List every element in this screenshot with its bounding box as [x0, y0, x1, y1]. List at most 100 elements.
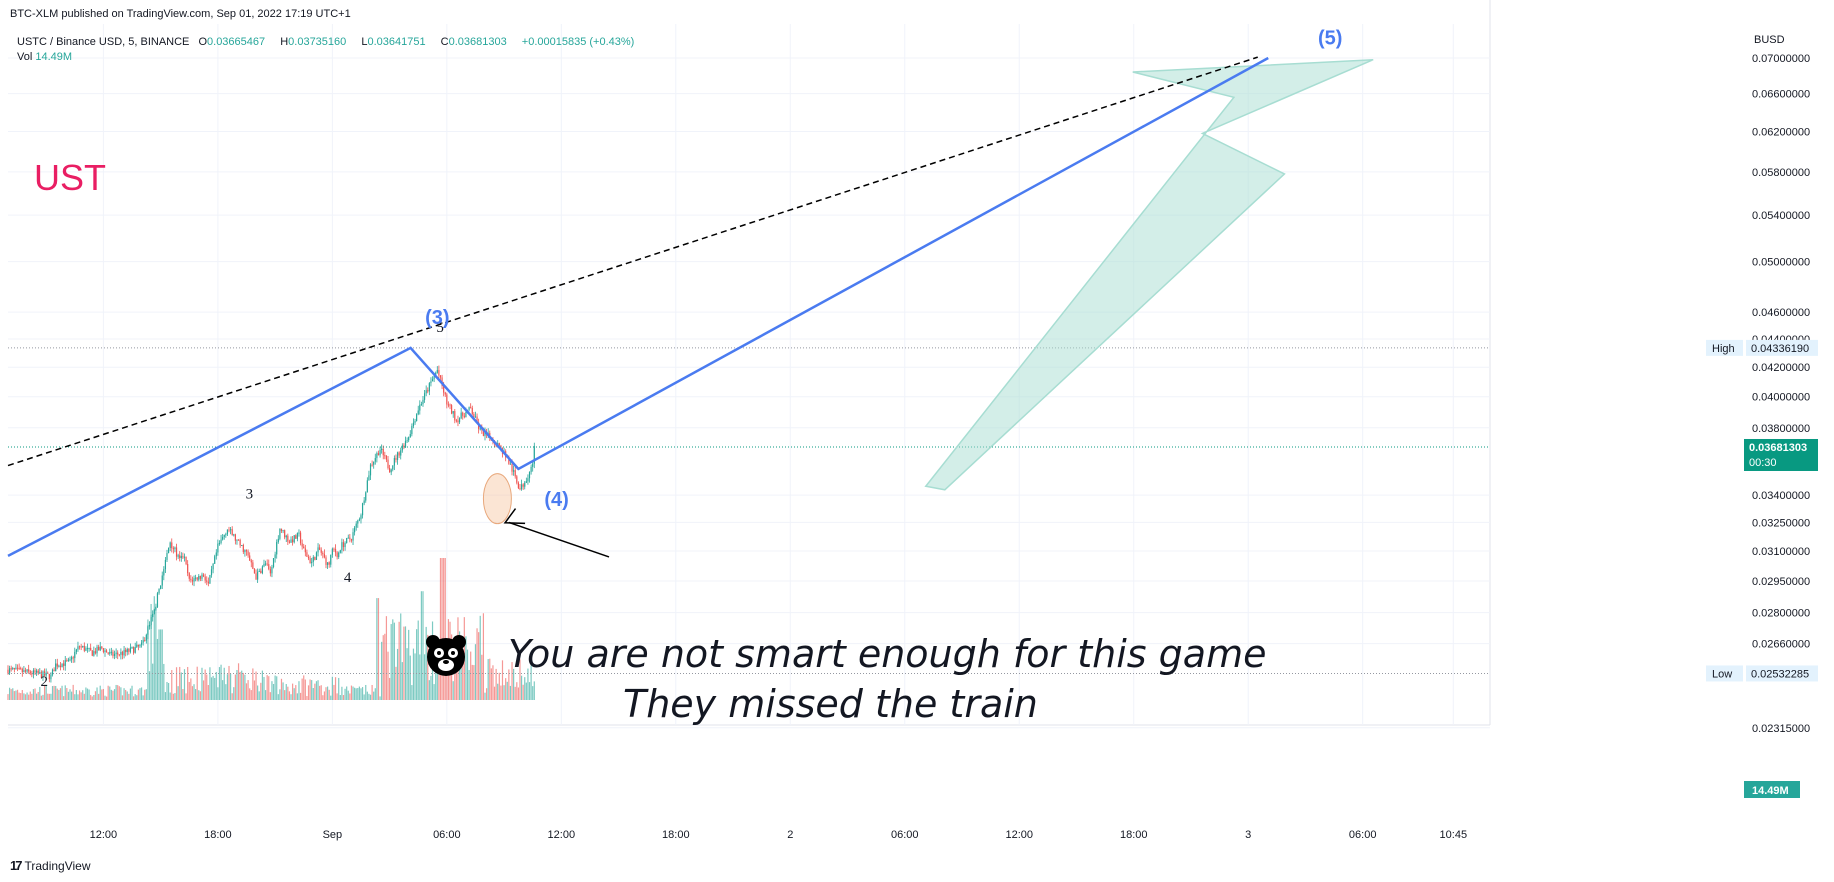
volume-bar	[18, 692, 20, 700]
candle-body	[253, 569, 256, 574]
candle-body	[282, 530, 284, 532]
candle-body	[338, 552, 340, 558]
volume-bar	[374, 688, 376, 700]
volume-bar	[64, 685, 66, 700]
volume-bar	[501, 660, 504, 700]
volume-bar	[525, 682, 527, 700]
candle-body	[393, 458, 395, 466]
candle-body	[530, 466, 532, 472]
candle-body	[268, 564, 270, 570]
volume-bar	[505, 678, 507, 700]
candle-body	[306, 552, 308, 557]
volume-bar	[379, 696, 381, 700]
volume-bar	[139, 688, 141, 700]
volume-bar	[209, 667, 211, 700]
volume-bar	[481, 654, 483, 700]
candle-body	[152, 613, 154, 618]
candle-body	[369, 464, 372, 476]
volume-bar	[533, 681, 535, 700]
volume-bar	[175, 667, 178, 700]
volume-bar	[487, 659, 489, 700]
candle-body	[117, 652, 119, 655]
volume-bar	[90, 694, 92, 700]
candle-body	[319, 547, 321, 550]
wave-label: (3)	[425, 307, 449, 329]
volume-bar	[63, 696, 65, 700]
candle-body	[102, 648, 104, 653]
candle-body	[110, 651, 112, 653]
volume-bar	[241, 670, 243, 700]
time-tick: 18:00	[204, 829, 232, 841]
currency-label: BUSD	[1754, 34, 1785, 46]
candle-body	[355, 523, 357, 528]
candle-body	[104, 650, 106, 653]
volume-bar	[128, 693, 130, 700]
candle-body	[112, 651, 114, 656]
volume-bar	[260, 682, 262, 700]
candle-body	[53, 669, 55, 672]
volume-bar	[196, 666, 198, 700]
candle-body	[264, 563, 267, 565]
candle-body	[105, 650, 108, 653]
volume-bar	[230, 673, 232, 700]
volume-bar	[255, 671, 257, 700]
candle-body	[187, 564, 189, 574]
candle-body	[20, 668, 22, 670]
candle-body	[366, 480, 368, 493]
volume-bar	[334, 677, 337, 700]
candle-body	[358, 519, 360, 521]
volume-bar	[120, 687, 122, 700]
candle-body	[312, 556, 314, 562]
candle-body	[245, 550, 248, 552]
candle-body	[167, 548, 170, 554]
candle-body	[77, 646, 79, 650]
candle-body	[231, 529, 233, 536]
volume-bar	[53, 685, 55, 700]
volume-bar	[10, 689, 12, 700]
price-tick: 0.05000000	[1752, 257, 1810, 269]
elliott-wave-line	[7, 56, 1269, 558]
candle-body	[482, 429, 485, 436]
candle-body	[24, 670, 27, 672]
candle-body	[401, 445, 403, 451]
price-tick: 0.02315000	[1752, 723, 1810, 735]
volume-bar	[319, 685, 321, 700]
candle-body	[56, 663, 58, 667]
candle-body	[514, 470, 516, 477]
volume-bar	[48, 693, 50, 700]
volume-bar	[164, 692, 167, 700]
volume-bar	[293, 688, 295, 700]
time-tick: 12:00	[90, 829, 118, 841]
candle-body	[446, 394, 448, 405]
volume-bar	[236, 670, 238, 700]
candle-body	[198, 575, 200, 580]
volume-bar	[404, 626, 407, 700]
symbol-legend[interactable]: USTC / Binance USD, 5, BINANCE O0.036654…	[17, 36, 640, 48]
tradingview-footer[interactable]: 17 TradingView	[10, 858, 91, 873]
volume-bar	[392, 619, 394, 700]
volume-legend[interactable]: Vol 14.49M	[17, 51, 72, 63]
candle-body	[18, 667, 20, 669]
candle-body	[341, 542, 343, 551]
volume-bar	[117, 685, 119, 700]
candle-body	[425, 390, 427, 394]
candle-body	[317, 547, 319, 553]
volume-bar	[430, 675, 432, 700]
wave-label: 2	[41, 674, 49, 690]
volume-bar	[272, 683, 275, 700]
volume-bar	[360, 688, 362, 700]
volume-bar	[169, 692, 171, 700]
candle-body	[476, 416, 478, 423]
volume-bar	[295, 685, 297, 700]
candle-body	[145, 634, 147, 641]
candle-body	[288, 541, 291, 543]
volume-bar	[462, 655, 464, 700]
candle-body	[42, 671, 44, 678]
candle-body	[349, 537, 351, 540]
volume-bar	[516, 682, 518, 700]
candle-body	[61, 663, 63, 667]
pointer-arrow-head	[503, 508, 526, 525]
candle-body	[258, 570, 260, 572]
candle-body	[249, 555, 251, 561]
